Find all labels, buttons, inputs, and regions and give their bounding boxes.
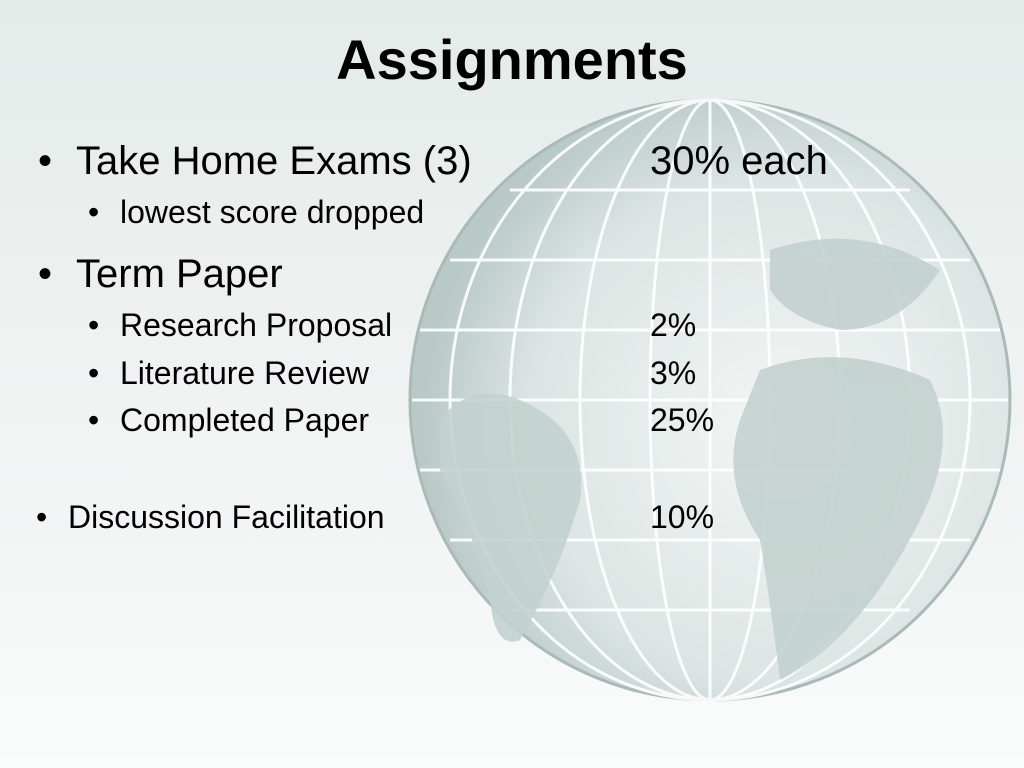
item-label: Literature Review [120, 355, 369, 391]
list-item: • Literature Review [88, 354, 369, 392]
item-label: Take Home Exams (3) [76, 139, 472, 183]
bullet-icon: • [88, 402, 100, 438]
item-value: 30% each [650, 139, 828, 183]
list-item: • Term Paper [38, 251, 283, 297]
bullet-icon: • [88, 307, 100, 343]
item-label: Discussion Facilitation [68, 499, 385, 535]
bullet-icon: • [36, 499, 48, 535]
list-item: • lowest score dropped [88, 193, 424, 231]
bullet-icon: • [88, 355, 100, 391]
list-item: • Take Home Exams (3) [38, 138, 472, 184]
bullet-icon: • [38, 252, 53, 296]
bullet-icon: • [88, 194, 100, 230]
item-label: Research Proposal [120, 307, 393, 343]
item-value: 25% [650, 402, 715, 438]
item-value: 2% [650, 307, 697, 343]
item-label: lowest score dropped [120, 194, 425, 230]
item-value: 3% [650, 355, 697, 391]
slide-title: Assignments [336, 28, 688, 91]
list-item: • Research Proposal [88, 306, 392, 344]
bullet-icon: • [38, 139, 53, 183]
item-label: Term Paper [76, 252, 283, 296]
item-label: Completed Paper [120, 402, 370, 438]
item-value: 10% [650, 499, 715, 535]
list-item: • Completed Paper [88, 401, 369, 439]
list-item: • Discussion Facilitation [36, 498, 385, 536]
